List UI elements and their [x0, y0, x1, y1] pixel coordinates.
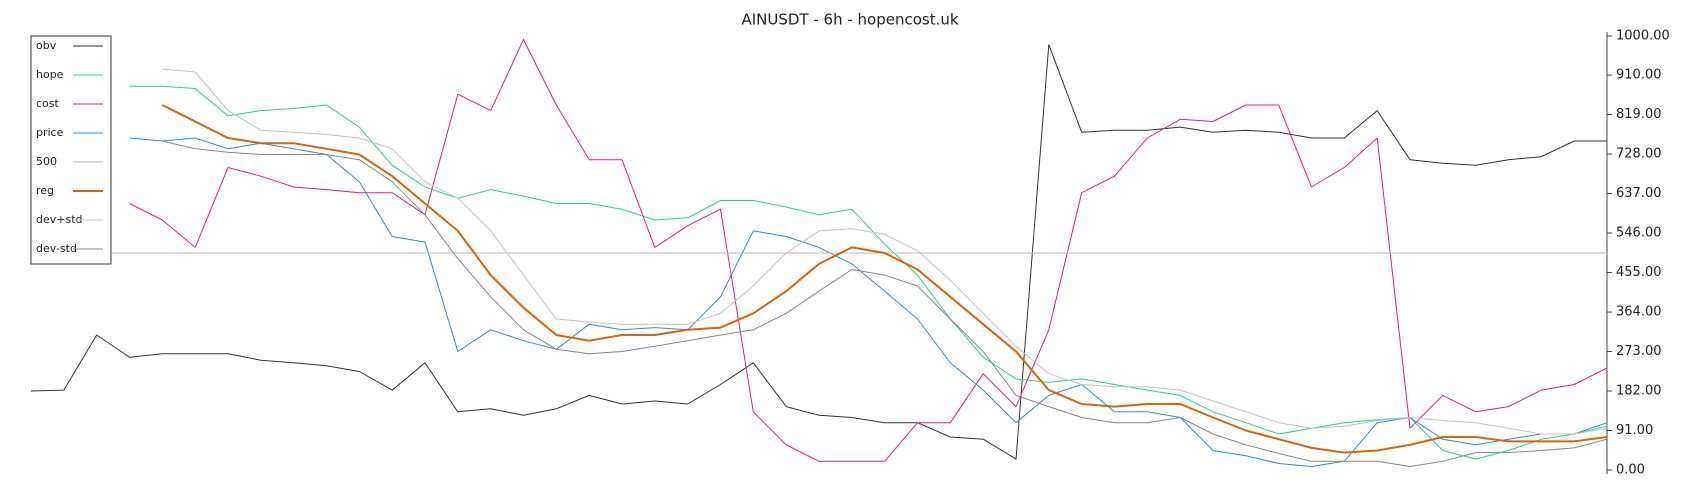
y-tick-label: 273.00 — [1616, 344, 1662, 359]
y-tick-label: 819.00 — [1616, 107, 1662, 122]
legend-label: 500 — [36, 155, 57, 168]
series-line — [129, 137, 1608, 467]
series-line — [162, 68, 1608, 435]
y-tick-label: 455.00 — [1616, 265, 1662, 280]
legend-label: cost — [36, 97, 60, 110]
y-tick-label: 1000.00 — [1616, 29, 1670, 44]
legend: obv hope cost price 500 reg dev+std dev-std — [30, 35, 112, 265]
y-tick-label: 728.00 — [1616, 147, 1662, 162]
y-tick-label: 546.00 — [1616, 226, 1662, 241]
legend-label: price — [36, 126, 64, 139]
legend-label: dev+std — [36, 213, 83, 226]
chart-title: AINUSDT - 6h - hopencost.uk — [741, 11, 958, 29]
y-tick-label: 364.00 — [1616, 305, 1662, 320]
legend-label: hope — [36, 68, 64, 81]
series-line — [161, 104, 1608, 454]
series-line — [162, 140, 1608, 467]
series-line — [129, 39, 1608, 462]
legend-box — [30, 35, 112, 265]
legend-label: reg — [36, 184, 54, 197]
y-tick-label: 910.00 — [1616, 68, 1662, 83]
y-tick-label: 0.00 — [1616, 463, 1645, 478]
series-line — [30, 44, 1607, 460]
legend-label: obv — [36, 39, 57, 52]
legend-label: dev-std — [36, 242, 77, 255]
series-line — [129, 85, 1608, 460]
y-tick-label: 182.00 — [1616, 384, 1662, 399]
y-tick-label: 637.00 — [1616, 186, 1662, 201]
y-tick-label: 91.00 — [1616, 423, 1653, 438]
